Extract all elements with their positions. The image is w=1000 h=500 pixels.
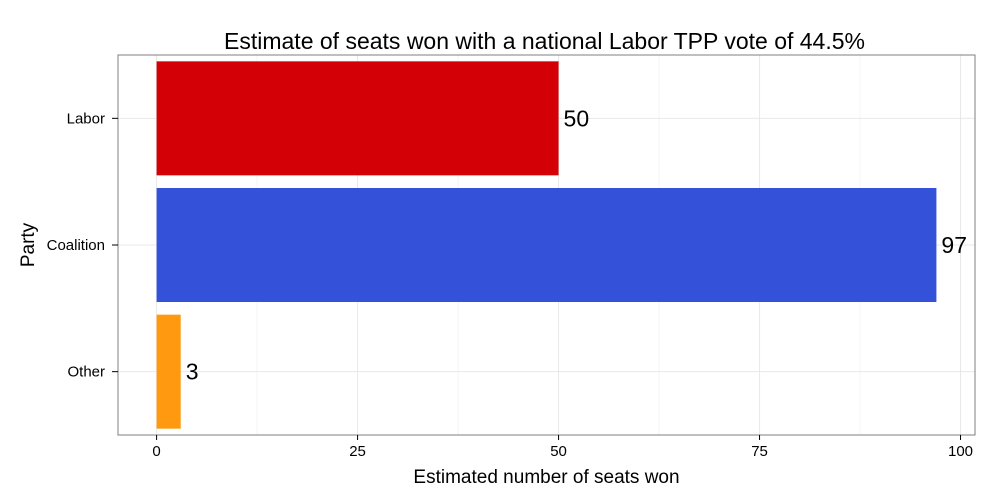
y-axis-title: Party — [18, 222, 39, 267]
bar-other — [156, 314, 181, 429]
data-label-coalition: 97 — [941, 232, 967, 258]
chart-title: Estimate of seats won with a national La… — [224, 28, 865, 54]
bars: 50 97 3 — [156, 61, 967, 429]
x-tick-label: 100 — [948, 443, 973, 460]
axes: 0 25 50 75 100 Labor Coalition Other — [47, 110, 973, 460]
y-tick-label-other: Other — [67, 364, 105, 381]
x-axis-title: Estimated number of seats won — [413, 467, 679, 488]
data-label-other: 3 — [186, 359, 199, 385]
x-tick-label: 25 — [349, 443, 366, 460]
x-tick-label: 75 — [751, 443, 768, 460]
y-tick-label-labor: Labor — [67, 110, 105, 127]
x-tick-label: 50 — [550, 443, 567, 460]
x-tick-label: 0 — [152, 443, 160, 460]
bar-labor — [156, 61, 559, 176]
data-label-labor: 50 — [564, 105, 590, 131]
bar-coalition — [156, 188, 937, 302]
y-tick-label-coalition: Coalition — [47, 237, 105, 254]
